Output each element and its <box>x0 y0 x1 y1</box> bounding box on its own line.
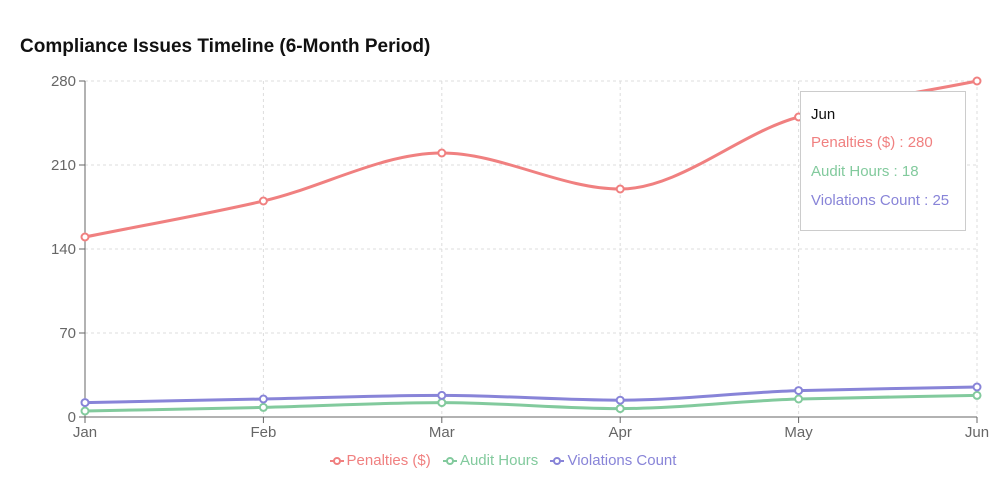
data-point-violations-count <box>80 398 90 408</box>
data-point-violations-count <box>794 386 804 396</box>
tooltip-label: Jun <box>811 106 836 123</box>
data-point-audit-hours <box>437 398 447 408</box>
data-point-violations-count <box>437 390 447 400</box>
legend-marker-penalties <box>329 457 344 466</box>
legend-marker-audit-hours <box>442 457 457 466</box>
legend-item-audit-hours[interactable]: Audit Hours <box>442 452 539 469</box>
series-line-audit-hours <box>84 393 978 413</box>
data-point-penalties <box>80 232 90 242</box>
data-point-audit-hours <box>258 402 268 412</box>
chart-tooltip: Jun Penalties ($) : 280 Audit Hours : 18… <box>800 91 966 231</box>
legend-label-penalties: Penalties ($) <box>346 452 431 469</box>
x-tick-label: Mar <box>429 424 455 441</box>
data-point-audit-hours <box>972 390 982 400</box>
y-tick-label: 0 <box>68 409 76 426</box>
data-point-penalties <box>258 196 268 206</box>
data-point-audit-hours <box>615 404 625 414</box>
x-tick-label: Apr <box>609 424 632 441</box>
chart-legend: Penalties ($) Audit Hours Violations Cou… <box>0 452 1006 469</box>
legend-label-audit-hours: Audit Hours <box>459 452 539 469</box>
data-point-audit-hours <box>80 406 90 416</box>
y-tick-label: 70 <box>59 325 76 342</box>
legend-item-violations[interactable]: Violations Count <box>550 452 676 469</box>
series-line-violations-count <box>84 385 978 405</box>
x-tick-label: Jun <box>965 424 989 441</box>
data-point-violations-count <box>972 382 982 392</box>
y-tick-label: 210 <box>51 157 76 174</box>
tooltip-row-audit-hours: Audit Hours : 18 <box>811 163 919 180</box>
legend-item-penalties[interactable]: Penalties ($) <box>329 452 431 469</box>
y-tick-label: 280 <box>51 73 76 90</box>
data-point-audit-hours <box>794 394 804 404</box>
chart-title: Compliance Issues Timeline (6-Month Peri… <box>20 36 431 57</box>
data-point-penalties <box>972 76 982 86</box>
data-point-penalties <box>437 148 447 158</box>
legend-marker-violations <box>550 457 565 466</box>
legend-label-violations: Violations Count <box>567 452 677 469</box>
data-point-violations-count <box>615 395 625 405</box>
y-tick-label: 140 <box>51 241 76 258</box>
x-tick-label: Jan <box>73 424 97 441</box>
data-point-penalties <box>615 184 625 194</box>
data-point-violations-count <box>258 394 268 404</box>
x-tick-label: May <box>784 424 813 441</box>
x-tick-label: Feb <box>250 424 276 441</box>
tooltip-row-violations: Violations Count : 25 <box>811 192 950 209</box>
tooltip-row-penalties: Penalties ($) : 280 <box>811 134 933 151</box>
